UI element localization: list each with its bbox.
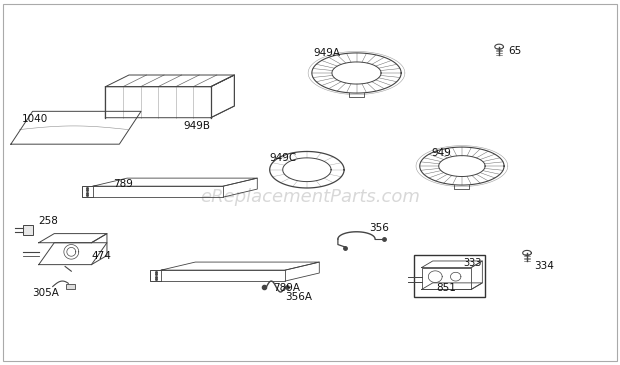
Text: eReplacementParts.com: eReplacementParts.com (200, 188, 420, 206)
Bar (23, 226, 33, 235)
Text: 334: 334 (534, 261, 554, 272)
Text: 789A: 789A (273, 283, 300, 293)
Text: 789: 789 (113, 179, 133, 189)
Text: 258: 258 (38, 216, 58, 226)
Text: 356A: 356A (285, 292, 312, 303)
Text: 305A: 305A (32, 288, 59, 298)
Text: 356: 356 (369, 223, 389, 233)
Bar (414, 255, 485, 296)
Text: 65: 65 (508, 46, 521, 56)
Text: 333: 333 (464, 258, 482, 268)
Text: 1040: 1040 (22, 114, 48, 124)
Text: 949C: 949C (270, 153, 297, 163)
Text: 851: 851 (436, 283, 456, 293)
Text: 474: 474 (92, 251, 112, 261)
Text: 949A: 949A (313, 48, 340, 58)
Text: 949B: 949B (183, 121, 210, 131)
Text: 949: 949 (431, 148, 451, 158)
Bar (66, 284, 75, 289)
